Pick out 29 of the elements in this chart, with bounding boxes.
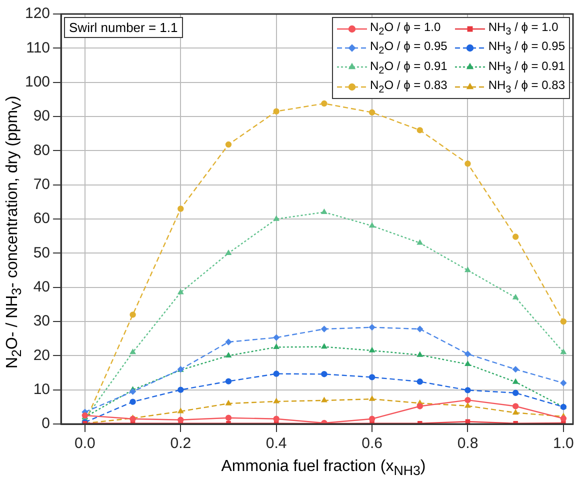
y-tick-label: 100 — [24, 73, 50, 90]
x-axis-title: Ammonia fuel fraction (x$_{NH3}$) — [220, 458, 427, 478]
y-tick-label: 10 — [33, 380, 50, 398]
legend-label: N$_{2}$O / ϕ = 0.83 — [370, 78, 448, 96]
legend-label: NH$_{3}$ / ϕ = 0.95 — [488, 39, 565, 57]
x-tick-label: 1.0 — [553, 435, 574, 452]
y-tick-label: 120 — [24, 5, 50, 22]
y-tick-label: 20 — [33, 346, 50, 364]
y-tick-label: 0 — [42, 415, 50, 432]
x-tick-label: 0.8 — [457, 435, 478, 452]
x-tick-label: 0.2 — [170, 435, 192, 452]
y-tick-label: 30 — [33, 312, 50, 330]
legend-label: NH$_{3}$ / ϕ = 0.83 — [488, 78, 565, 96]
x-tick-label: 0.6 — [362, 435, 382, 452]
legend-label: N$_{2}$O / ϕ = 0.95 — [370, 39, 448, 57]
legend-label: NH$_{3}$ / ϕ = 1.0 — [488, 20, 558, 38]
y-tick-label: 70 — [33, 176, 50, 193]
legend-label: N$_{2}$O / ϕ = 1.0 — [370, 20, 441, 38]
x-tick-label: 0.4 — [266, 435, 287, 452]
y-tick-label: 50 — [33, 244, 50, 262]
y-tick-label: 110 — [26, 39, 50, 56]
y-tick-label: 40 — [33, 278, 50, 296]
x-tick-label: 0.0 — [74, 435, 96, 452]
legend-label: N$_{2}$O / ϕ = 0.91 — [370, 58, 448, 76]
y-tick-label: 60 — [33, 210, 50, 228]
y-tick-label: 90 — [33, 108, 50, 125]
annotation: Swirl number = 1.1 — [64, 17, 183, 38]
legend-label: NH$_{3}$ / ϕ = 0.91 — [488, 58, 565, 76]
y-tick-label: 80 — [33, 142, 50, 159]
